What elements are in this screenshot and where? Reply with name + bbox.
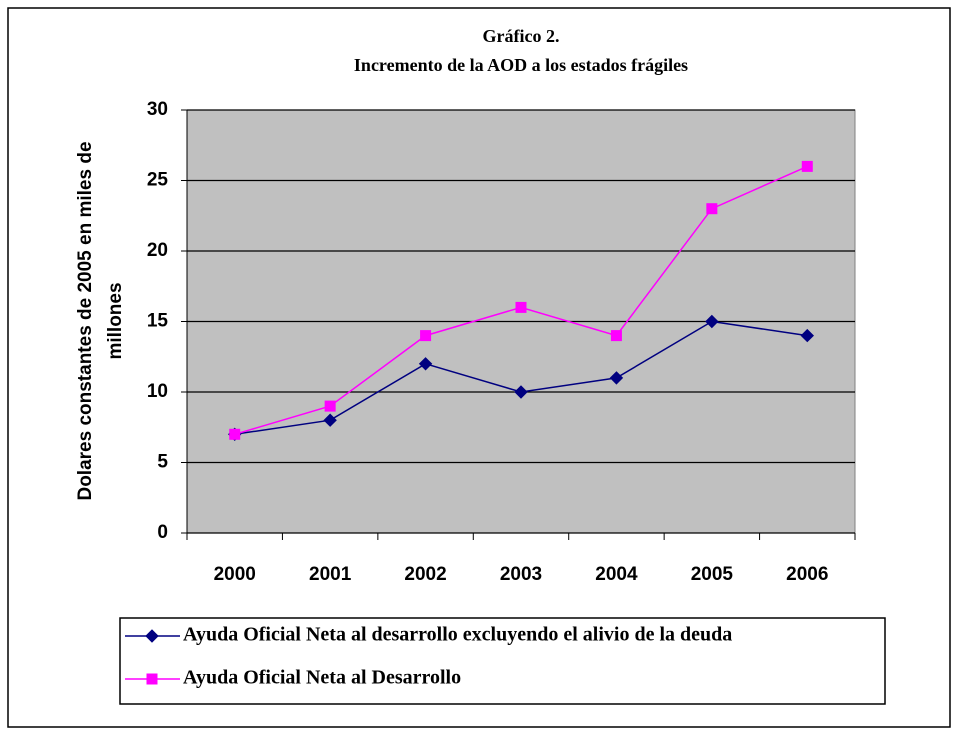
data-point bbox=[609, 371, 624, 385]
legend-marker bbox=[145, 629, 159, 643]
data-point bbox=[610, 330, 622, 342]
data-point bbox=[514, 385, 528, 399]
y-tick-label: 5 bbox=[157, 452, 168, 473]
data-point bbox=[323, 413, 337, 427]
x-tick-label: 2001 bbox=[309, 564, 352, 585]
x-tick-label: 2006 bbox=[786, 564, 828, 585]
y-axis-label: Dolares constantes de 2005 en miles de bbox=[75, 141, 96, 500]
chart-subtitle: Incremento de la AOD a los estados frági… bbox=[354, 55, 688, 75]
x-tick-label: 2003 bbox=[500, 564, 542, 585]
x-tick-label: 2002 bbox=[404, 564, 446, 585]
data-point bbox=[800, 328, 814, 343]
x-tick-label: 2004 bbox=[595, 564, 638, 585]
y-tick-label: 15 bbox=[147, 311, 169, 332]
legend bbox=[119, 617, 886, 705]
data-point bbox=[229, 428, 241, 440]
data-point bbox=[705, 314, 719, 329]
x-tick-label: 2005 bbox=[691, 564, 734, 585]
data-point bbox=[515, 301, 527, 313]
legend-label: Ayuda Oficial Neta al desarrollo excluye… bbox=[183, 624, 732, 646]
y-tick-label: 10 bbox=[147, 381, 168, 402]
y-axis-label: millones bbox=[105, 282, 126, 359]
data-point bbox=[418, 357, 433, 371]
data-point bbox=[706, 203, 718, 215]
legend-marker bbox=[146, 673, 158, 685]
y-tick-label: 30 bbox=[147, 99, 168, 120]
legend-label: Ayuda Oficial Neta al Desarrollo bbox=[183, 667, 461, 689]
y-tick-label: 25 bbox=[147, 170, 169, 191]
chart-title: Gráfico 2. bbox=[483, 26, 560, 46]
y-tick-label: 20 bbox=[147, 240, 168, 261]
x-tick-label: 2000 bbox=[214, 564, 256, 585]
data-point bbox=[420, 330, 432, 342]
data-point bbox=[801, 160, 813, 172]
data-point bbox=[324, 400, 336, 412]
y-tick-label: 0 bbox=[157, 522, 168, 543]
